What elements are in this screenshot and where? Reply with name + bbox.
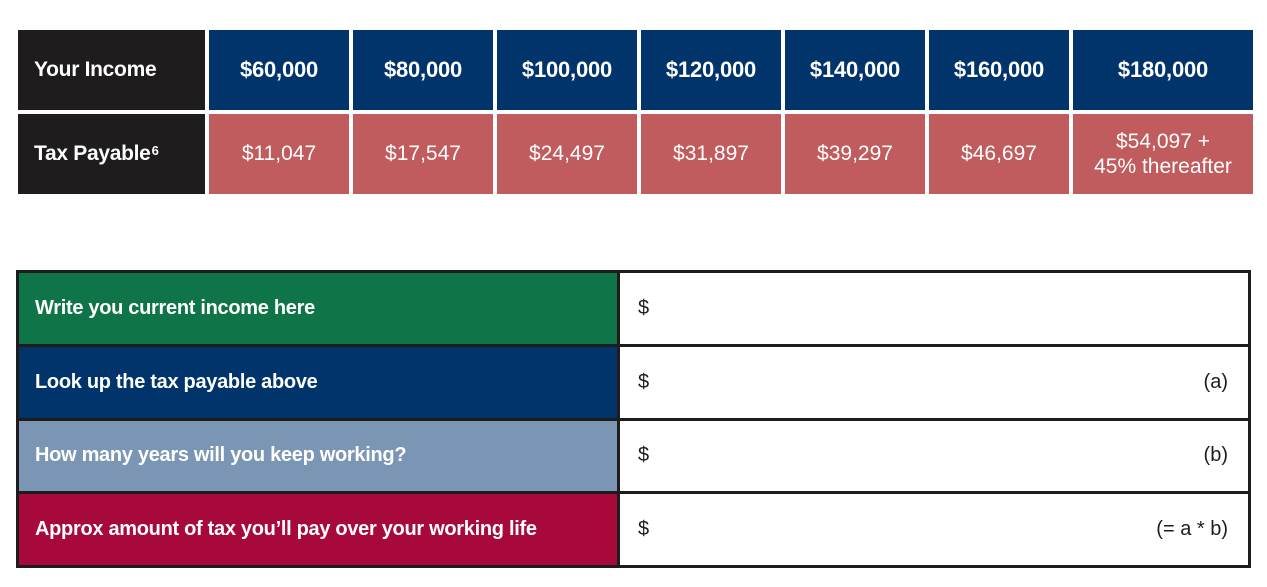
tax-cell-120000: $31,897: [641, 114, 781, 194]
field-suffix: (= a * b): [1156, 518, 1228, 541]
tax-cell-180000-line2: 45% thereafter: [1094, 155, 1232, 178]
tax-row-label: Tax Payable 6: [18, 114, 205, 194]
tax-cell-100000: $24,497: [497, 114, 637, 194]
field-suffix: (b): [1203, 444, 1228, 467]
worksheet-field-years[interactable]: $ (b): [620, 420, 1248, 492]
income-cell-80000: $80,000: [353, 30, 493, 110]
tax-cell-160000: $46,697: [929, 114, 1069, 194]
field-suffix: (a): [1203, 370, 1228, 393]
tax-cell-80000: $17,547: [353, 114, 493, 194]
worksheet-field-income[interactable]: $: [620, 273, 1248, 344]
tax-row-label-text: Tax Payable: [34, 142, 151, 166]
tax-worksheet: Write you current income here $ Look up …: [16, 270, 1251, 568]
income-row-label: Your Income: [18, 30, 205, 110]
worksheet-label-lifetime-tax: Approx amount of tax you’ll pay over you…: [19, 494, 617, 565]
worksheet-field-lifetime-tax[interactable]: $ (= a * b): [620, 494, 1248, 565]
worksheet-label-income: Write you current income here: [19, 273, 617, 344]
worksheet-label-tax: Look up the tax payable above: [19, 346, 617, 418]
income-cell-160000: $160,000: [929, 30, 1069, 110]
currency-symbol: $: [638, 296, 650, 319]
worksheet-label-years: How many years will you keep working?: [19, 420, 617, 492]
income-cell-140000: $140,000: [785, 30, 925, 110]
tax-cell-180000: $54,097 + 45% thereafter: [1073, 114, 1253, 194]
currency-symbol: $: [638, 518, 650, 541]
income-cell-100000: $100,000: [497, 30, 637, 110]
income-row-label-text: Your Income: [34, 58, 157, 82]
worksheet-field-tax[interactable]: $ (a): [620, 346, 1248, 418]
tax-cell-180000-line1: $54,097 +: [1115, 129, 1210, 153]
currency-symbol: $: [638, 370, 650, 393]
footnote-marker: 6: [151, 143, 159, 159]
income-cell-120000: $120,000: [641, 30, 781, 110]
tax-cell-60000: $11,047: [209, 114, 349, 194]
tax-cell-140000: $39,297: [785, 114, 925, 194]
currency-symbol: $: [638, 444, 650, 467]
tax-bracket-table: Your Income $60,000 $80,000 $100,000 $12…: [18, 30, 1253, 194]
income-cell-60000: $60,000: [209, 30, 349, 110]
income-cell-180000: $180,000: [1073, 30, 1253, 110]
